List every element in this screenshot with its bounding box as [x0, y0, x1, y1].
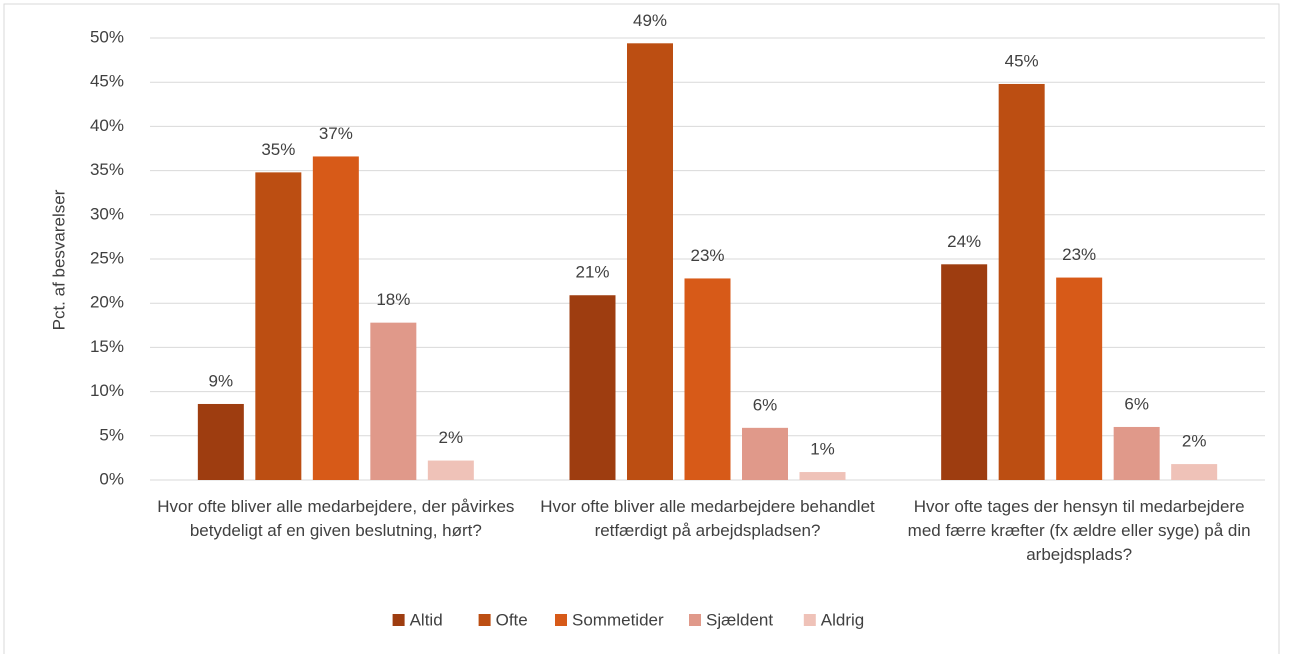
data-label: 45%: [1005, 51, 1039, 70]
bar: [312, 156, 359, 480]
data-label: 37%: [319, 124, 353, 143]
bar: [255, 172, 302, 481]
data-label: 9%: [209, 371, 234, 390]
legend-label: Altid: [410, 610, 443, 629]
bar: [941, 264, 988, 480]
bar: [1056, 277, 1103, 480]
y-tick-label: 40%: [90, 116, 124, 135]
x-tick-label: Hvor ofte tages der hensyn til medarbejd…: [907, 497, 1251, 564]
data-label: 49%: [633, 11, 667, 30]
x-tick-label: Hvor ofte bliver alle medarbejdere behan…: [540, 497, 875, 540]
y-tick-label: 15%: [90, 337, 124, 356]
legend-swatch: [478, 614, 491, 626]
data-label: 2%: [1182, 432, 1207, 451]
y-tick-label: 30%: [90, 204, 124, 223]
bar: [1113, 426, 1160, 480]
legend-swatch: [392, 614, 405, 626]
legend-label: Ofte: [496, 610, 528, 629]
bar: [370, 322, 417, 480]
y-tick-label: 50%: [90, 27, 124, 46]
data-label: 23%: [690, 246, 724, 265]
legend-swatch: [803, 614, 816, 626]
bar: [998, 83, 1045, 480]
legend-swatch: [555, 614, 567, 626]
bar: [1171, 464, 1218, 480]
legend-label: Sommetider: [572, 610, 664, 629]
legend-label: Aldrig: [821, 610, 864, 629]
data-label: 6%: [1124, 394, 1149, 413]
data-label: 2%: [439, 428, 464, 447]
bar: [742, 427, 788, 480]
chart-border: [3, 3, 1280, 654]
y-tick-label: 45%: [90, 72, 124, 91]
y-axis-label: Pct. af besvarelser: [49, 189, 68, 330]
y-tick-label: 35%: [90, 160, 124, 179]
data-label: 35%: [261, 140, 295, 159]
y-tick-label: 5%: [99, 425, 124, 444]
y-tick-label: 25%: [90, 248, 124, 267]
bar: [799, 472, 846, 480]
y-tick-label: 10%: [90, 381, 124, 400]
bar: [427, 460, 474, 480]
data-label: 1%: [810, 440, 835, 459]
bar: [684, 278, 731, 480]
legend-swatch: [689, 614, 701, 626]
y-tick-label: 20%: [90, 293, 124, 312]
legend-label: Sjældent: [706, 610, 773, 629]
data-label: 24%: [947, 232, 981, 251]
data-label: 21%: [575, 263, 609, 282]
bar: [197, 403, 244, 480]
bar: [569, 295, 616, 480]
data-label: 18%: [376, 290, 410, 309]
data-label: 6%: [753, 395, 778, 414]
y-tick-label: 0%: [99, 469, 124, 488]
bar: [627, 43, 673, 480]
x-tick-label: Hvor ofte bliver alle medarbejdere, der …: [157, 497, 515, 540]
data-label: 23%: [1062, 245, 1096, 264]
